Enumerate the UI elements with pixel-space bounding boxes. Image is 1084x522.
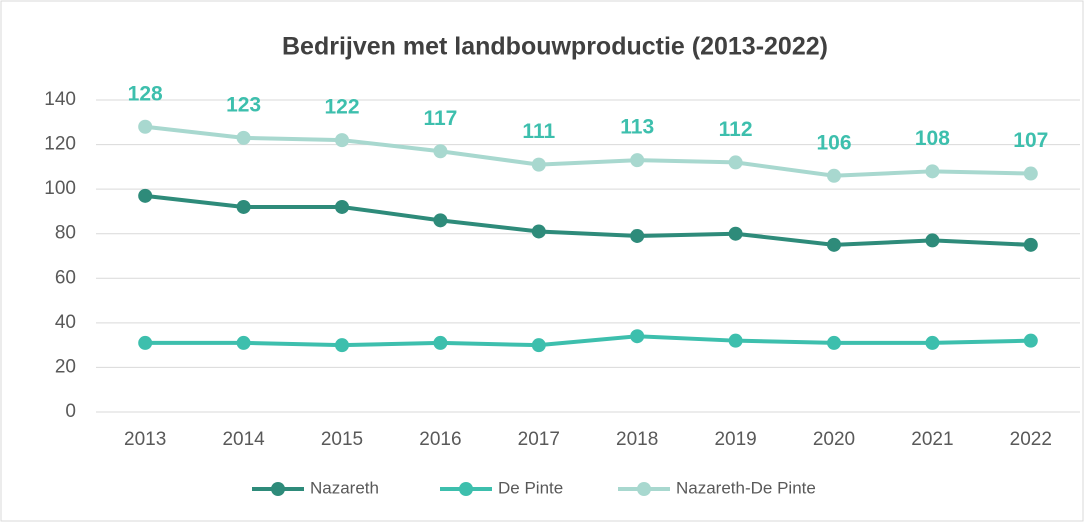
data-point — [728, 226, 743, 241]
x-tick-label: 2015 — [321, 429, 363, 450]
x-tick-label: 2021 — [911, 429, 953, 450]
data-point — [433, 144, 448, 159]
data-point — [827, 168, 841, 183]
x-tick-label: 2017 — [518, 429, 560, 450]
x-tick-label: 2019 — [714, 429, 756, 450]
x-tick-label: 2018 — [616, 429, 658, 450]
y-tick-label: 140 — [44, 89, 76, 110]
data-point — [925, 164, 940, 179]
data-point — [138, 119, 153, 134]
x-tick-label: 2014 — [222, 429, 265, 450]
data-point — [433, 213, 448, 228]
data-label: 123 — [226, 93, 261, 116]
chart-title: Bedrijven met landbouwproductie (2013-20… — [282, 33, 828, 61]
data-point — [531, 157, 546, 172]
data-point — [236, 199, 251, 214]
legend-marker — [637, 482, 651, 496]
data-point — [728, 155, 743, 170]
y-tick-label: 80 — [55, 223, 76, 244]
data-label: 117 — [423, 107, 457, 130]
series-line — [144, 124, 1031, 178]
x-tick-label: 2022 — [1010, 429, 1052, 450]
series-line — [144, 193, 1031, 247]
data-label: 107 — [1013, 129, 1048, 152]
legend-label: De Pinte — [498, 478, 563, 497]
x-tick-label: 2016 — [419, 429, 461, 450]
data-point — [335, 133, 349, 148]
data-label: 122 — [324, 96, 359, 119]
x-tick-label: 2020 — [813, 429, 855, 450]
data-point — [728, 333, 743, 348]
data-label: 108 — [915, 127, 950, 150]
data-point — [1023, 166, 1038, 181]
data-label: 111 — [522, 120, 555, 143]
data-point — [138, 188, 153, 203]
y-tick-label: 60 — [55, 267, 76, 288]
data-point — [433, 335, 448, 350]
data-point — [335, 199, 349, 214]
y-tick-label: 100 — [44, 178, 76, 199]
data-point — [630, 228, 645, 243]
data-point — [531, 224, 546, 239]
data-point — [236, 335, 251, 350]
y-tick-label: 40 — [55, 312, 76, 333]
data-point — [1023, 333, 1038, 348]
y-tick-label: 20 — [55, 356, 76, 377]
data-point — [138, 335, 153, 350]
series-line — [145, 334, 1031, 348]
data-point — [335, 338, 349, 353]
y-tick-label: 120 — [44, 134, 76, 155]
data-point — [925, 335, 940, 350]
legend-marker — [271, 482, 285, 496]
data-point — [827, 237, 841, 252]
data-label: 128 — [128, 82, 163, 105]
data-point — [531, 338, 546, 353]
x-tick-label: 2013 — [124, 429, 166, 450]
data-label: 106 — [816, 131, 851, 154]
y-tick-label: 0 — [65, 401, 76, 422]
data-point — [630, 153, 645, 168]
data-point — [827, 335, 841, 350]
legend-label: Nazareth — [310, 478, 379, 497]
data-label: 113 — [620, 116, 654, 139]
data-point — [1023, 237, 1038, 252]
data-point — [236, 130, 251, 145]
data-label: 112 — [719, 118, 753, 141]
legend-marker — [459, 482, 473, 496]
legend-label: Nazareth-De Pinte — [676, 478, 816, 497]
data-point — [925, 233, 940, 248]
data-point — [630, 329, 645, 344]
